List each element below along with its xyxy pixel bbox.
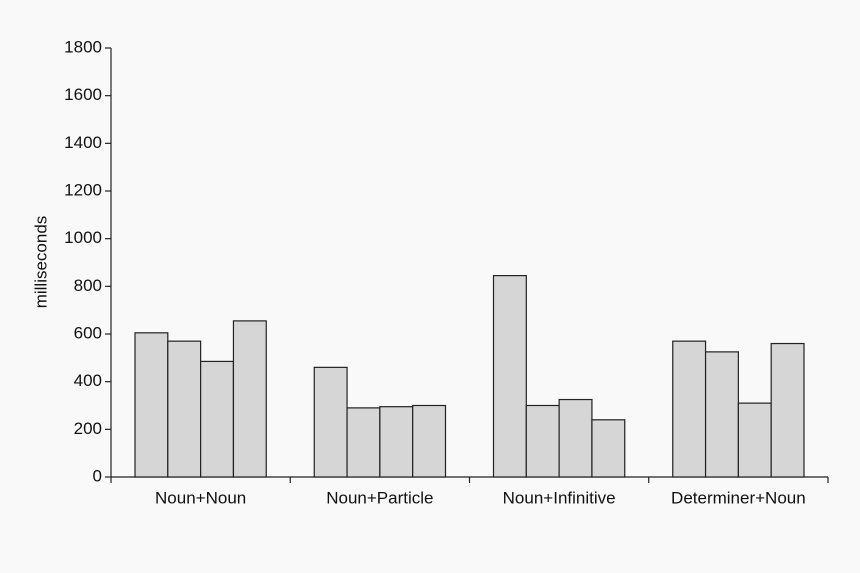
y-tick-label: 600 xyxy=(74,323,102,342)
y-tick-label: 1800 xyxy=(64,37,102,56)
bar xyxy=(704,351,739,478)
bar xyxy=(200,360,235,478)
bar xyxy=(232,320,267,478)
x-tick-label: Noun+Noun xyxy=(155,488,246,507)
bar xyxy=(412,404,447,478)
y-tick-label: 200 xyxy=(74,419,102,438)
bar xyxy=(525,404,560,478)
bar xyxy=(492,275,527,478)
bar xyxy=(379,406,414,478)
bar xyxy=(313,366,348,478)
bar xyxy=(591,419,626,478)
bar xyxy=(558,398,593,478)
y-tick-label: 400 xyxy=(74,371,102,390)
y-tick-label: 1000 xyxy=(64,228,102,247)
x-tick-label: Determiner+Noun xyxy=(671,488,806,507)
y-tick-label: 1400 xyxy=(64,133,102,152)
y-tick-label: 0 xyxy=(93,466,102,485)
y-tick-label: 1600 xyxy=(64,85,102,104)
x-tick-label: Noun+Particle xyxy=(326,488,433,507)
x-tick-label: Noun+Infinitive xyxy=(503,488,616,507)
bar xyxy=(770,342,805,478)
y-axis-label: milliseconds xyxy=(31,216,50,309)
y-tick-label: 800 xyxy=(74,276,102,295)
bar xyxy=(737,402,772,478)
bar xyxy=(672,340,707,478)
y-tick-label: 1200 xyxy=(64,180,102,199)
bar xyxy=(134,332,169,478)
bar xyxy=(346,407,381,478)
bar xyxy=(167,340,202,478)
